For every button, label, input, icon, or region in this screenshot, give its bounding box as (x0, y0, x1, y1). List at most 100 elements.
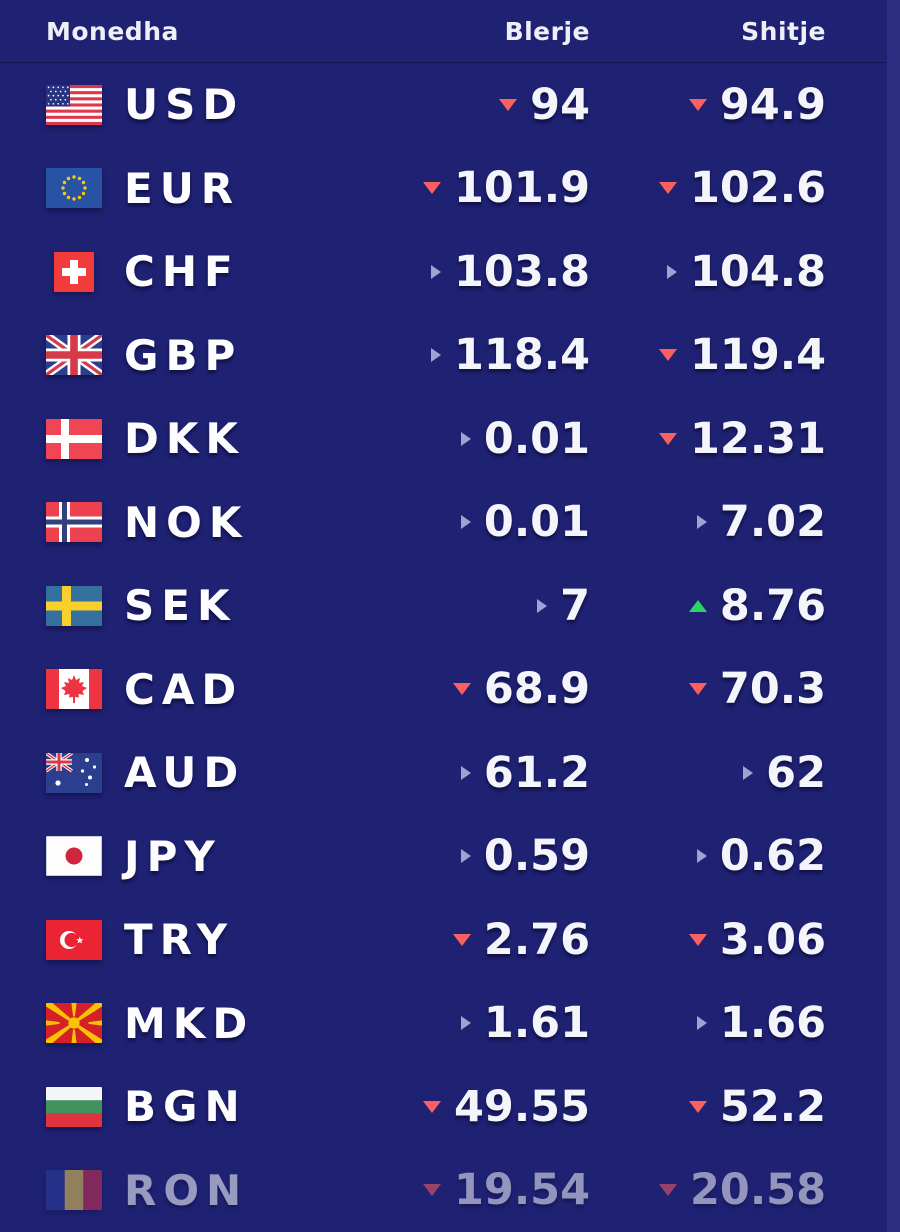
currency-code: GBP (124, 330, 243, 380)
table-header: Monedha Blerje Shitje (0, 0, 900, 63)
trend-flat-icon (430, 264, 441, 279)
buy-cell: 101.9 (374, 163, 590, 213)
table-row: SEK 7 8.76 (0, 564, 900, 648)
table-row: AUD 61.2 62 (0, 731, 900, 815)
trend-down-icon (688, 933, 707, 946)
sell-value: 20.58 (689, 1165, 826, 1216)
flag-eur-icon (46, 168, 102, 209)
trend-flat-icon (460, 431, 471, 446)
trend-flat-icon (430, 348, 441, 363)
scrollbar-track[interactable] (886, 0, 900, 1232)
flag-aud-icon (46, 752, 102, 793)
buy-value: 61.2 (483, 747, 590, 798)
table-row: TRY 2.76 3.06 (0, 898, 900, 982)
header-currency: Monedha (46, 16, 179, 46)
buy-cell: 118.4 (374, 330, 590, 380)
buy-value: 0.01 (483, 497, 590, 548)
flag-usd-icon (46, 84, 102, 125)
sell-value: 119.4 (689, 330, 826, 381)
sell-value: 1.66 (719, 998, 826, 1049)
buy-value: 68.9 (483, 664, 590, 715)
sell-value: 8.76 (719, 580, 826, 631)
sell-cell: 119.4 (590, 330, 826, 380)
flag-mkd-icon (46, 1003, 102, 1044)
currency-code: EUR (124, 163, 241, 213)
trend-down-icon (452, 933, 471, 946)
trend-flat-icon (696, 849, 707, 864)
trend-flat-icon (460, 765, 471, 780)
currency-code: BGN (124, 1082, 247, 1132)
buy-value: 7 (560, 580, 590, 631)
trend-flat-icon (743, 765, 754, 780)
buy-value: 103.8 (453, 246, 590, 297)
buy-value: 19.54 (453, 1165, 590, 1216)
buy-value: 1.61 (483, 998, 590, 1049)
buy-cell: 68.9 (374, 664, 590, 714)
header-sell: Shitje (741, 16, 826, 46)
currency-code: CHF (124, 247, 240, 297)
currency-code: NOK (124, 497, 249, 547)
buy-value: 2.76 (483, 914, 590, 965)
trend-flat-icon (537, 598, 548, 613)
buy-cell: 0.59 (374, 831, 590, 881)
trend-down-icon (688, 98, 707, 111)
buy-cell: 2.76 (374, 915, 590, 965)
currency-code: SEK (124, 581, 237, 631)
sell-cell: 70.3 (590, 664, 826, 714)
trend-down-icon (688, 1100, 707, 1113)
trend-down-icon (688, 683, 707, 696)
trend-up-icon (688, 599, 707, 612)
table-row: DKK 0.01 12.31 (0, 397, 900, 481)
trend-flat-icon (460, 515, 471, 530)
table-row: USD 94 94.9 (0, 63, 900, 147)
currency-code: TRY (124, 915, 235, 965)
sell-cell: 3.06 (590, 915, 826, 965)
buy-value: 49.55 (453, 1081, 590, 1132)
sell-cell: 1.66 (590, 998, 826, 1048)
currency-code: AUD (124, 748, 246, 798)
header-buy: Blerje (504, 16, 590, 46)
trend-down-icon (499, 98, 518, 111)
sell-cell: 62 (590, 748, 826, 798)
flag-cad-icon (46, 669, 102, 710)
currency-code: CAD (124, 664, 244, 714)
flag-ron-icon (46, 1170, 102, 1211)
flag-gbp-icon (46, 335, 102, 376)
trend-flat-icon (696, 515, 707, 530)
table-row: EUR 101.9 102.6 (0, 147, 900, 231)
flag-nok-icon (46, 502, 102, 543)
sell-value: 94.9 (719, 79, 826, 130)
sell-cell: 7.02 (590, 497, 826, 547)
flag-jpy-icon (46, 836, 102, 877)
trend-flat-icon (696, 1016, 707, 1031)
trend-flat-icon (460, 1016, 471, 1031)
sell-cell: 8.76 (590, 581, 826, 631)
buy-cell: 94 (374, 80, 590, 130)
buy-cell: 49.55 (374, 1082, 590, 1132)
buy-value: 101.9 (453, 163, 590, 214)
table-row: CAD 68.9 70.3 (0, 648, 900, 732)
flag-sek-icon (46, 585, 102, 626)
sell-value: 102.6 (689, 163, 826, 214)
trend-down-icon (658, 182, 677, 195)
sell-cell: 12.31 (590, 414, 826, 464)
buy-cell: 0.01 (374, 497, 590, 547)
buy-value: 118.4 (453, 330, 590, 381)
buy-cell: 0.01 (374, 414, 590, 464)
buy-cell: 7 (374, 581, 590, 631)
buy-cell: 103.8 (374, 247, 590, 297)
table-row: RON 19.54 20.58 (0, 1149, 900, 1232)
sell-cell: 52.2 (590, 1082, 826, 1132)
flag-try-icon (46, 919, 102, 960)
sell-cell: 0.62 (590, 831, 826, 881)
sell-value: 7.02 (719, 497, 826, 548)
sell-value: 0.62 (719, 831, 826, 882)
sell-cell: 94.9 (590, 80, 826, 130)
trend-down-icon (422, 182, 441, 195)
trend-down-icon (422, 1100, 441, 1113)
buy-value: 0.59 (483, 831, 590, 882)
sell-cell: 102.6 (590, 163, 826, 213)
currency-code: RON (124, 1165, 249, 1215)
rates-table: USD 94 94.9 EUR 101.9 102.6 CHF 103.8 10… (0, 63, 900, 1232)
